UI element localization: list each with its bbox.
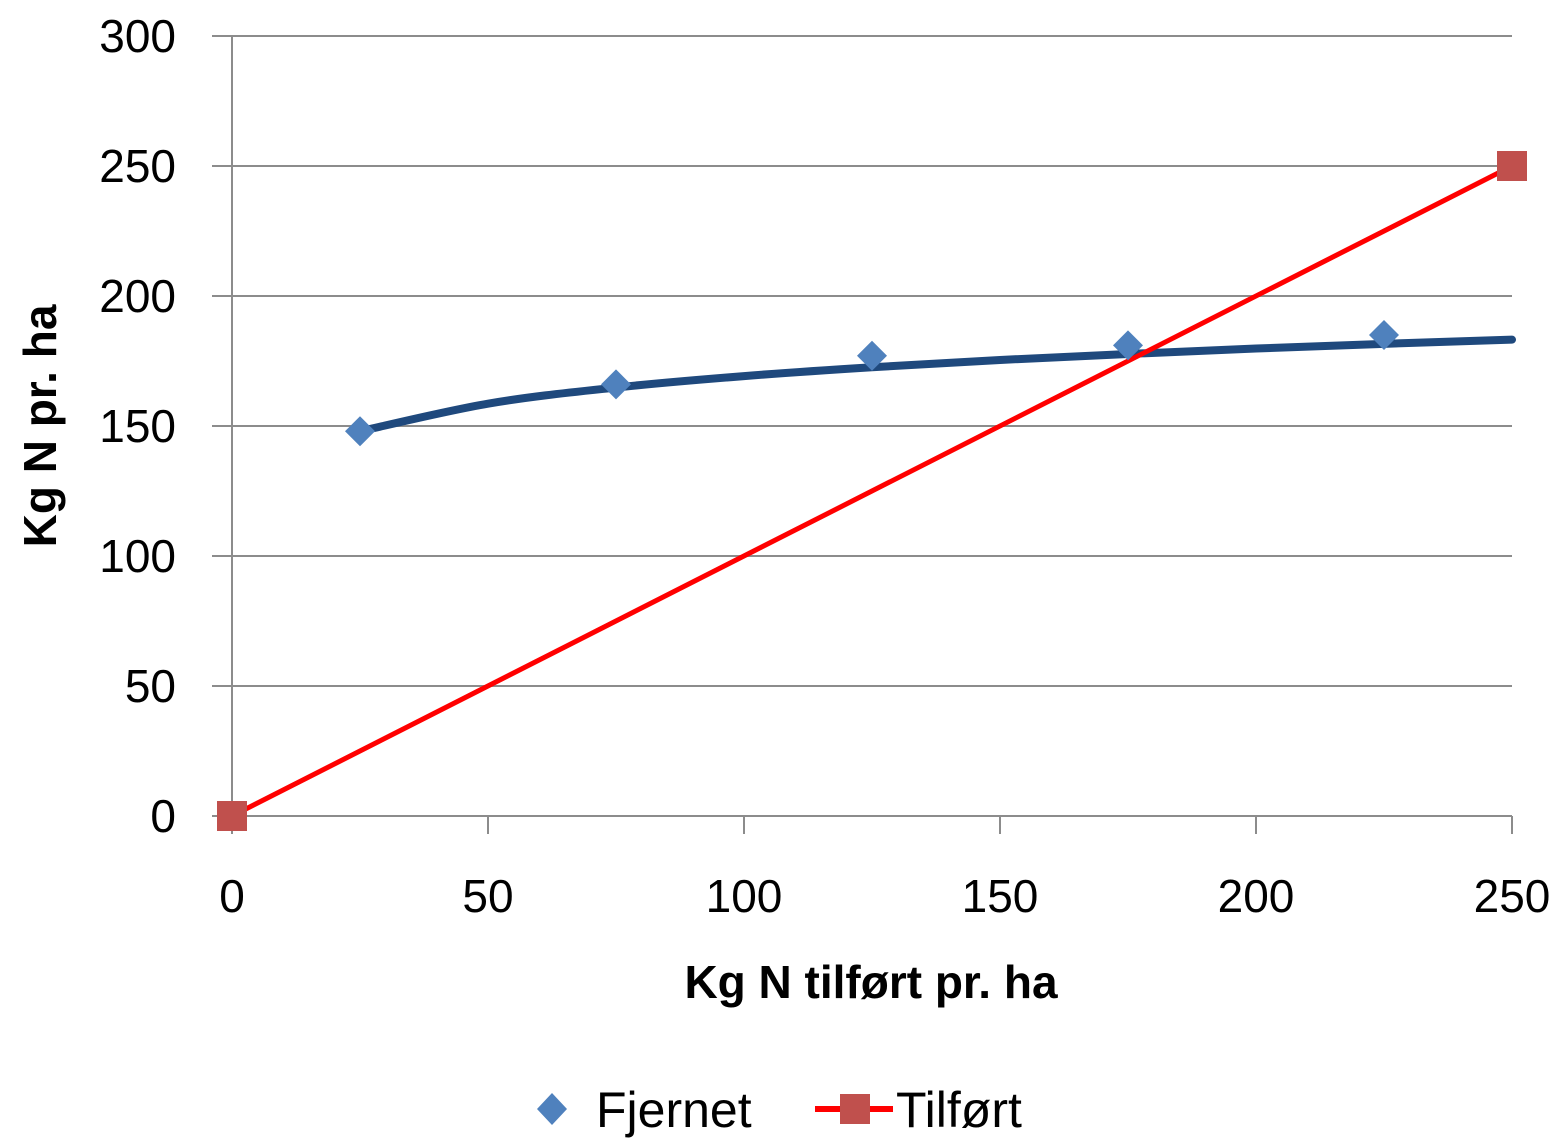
y-tick-label-5: 250 bbox=[99, 140, 176, 192]
legend-label-tilfort: Tilført bbox=[896, 1082, 1022, 1138]
fjernet-point-2 bbox=[857, 340, 887, 371]
fjernet-point-3 bbox=[1113, 330, 1143, 361]
fjernet-trendline bbox=[356, 335, 1516, 436]
tilfort-line bbox=[230, 163, 1514, 819]
legend-label-fjernet: Fjernet bbox=[596, 1082, 752, 1138]
grid-layer bbox=[212, 35, 1512, 687]
x-axis-title: Kg N tilført pr. ha bbox=[684, 956, 1058, 1008]
fjernet-point-0 bbox=[345, 416, 375, 447]
y-axis-title: Kg N pr. ha bbox=[14, 304, 66, 547]
y-tick-label-2: 100 bbox=[99, 530, 176, 582]
y-tick-label-3: 150 bbox=[99, 400, 176, 452]
y-tick-label-6: 300 bbox=[99, 10, 176, 62]
legend-marker-tilfort-icon bbox=[840, 1094, 870, 1124]
y-tick-label-1: 50 bbox=[125, 660, 176, 712]
x-tick-label-1: 50 bbox=[462, 870, 513, 922]
label-layer: 0 50 100 150 200 250 0 50 100 150 200 250 300 bbox=[99, 10, 1550, 922]
y-tick-label-4: 200 bbox=[99, 270, 176, 322]
x-tick-label-2: 100 bbox=[706, 870, 783, 922]
y-tick-label-0: 0 bbox=[150, 790, 176, 842]
x-tick-label-5: 250 bbox=[1474, 870, 1551, 922]
axis-layer bbox=[212, 36, 1513, 834]
tilfort-point-1 bbox=[1497, 151, 1527, 181]
series-layer bbox=[217, 151, 1527, 831]
tilfort-point-0 bbox=[217, 801, 247, 831]
x-tick-label-0: 0 bbox=[219, 870, 245, 922]
fjernet-point-4 bbox=[1369, 320, 1399, 350]
x-tick-label-4: 200 bbox=[1218, 870, 1295, 922]
legend-marker-fjernet-icon bbox=[537, 1093, 567, 1125]
x-tick-label-3: 150 bbox=[962, 870, 1039, 922]
fjernet-point-1 bbox=[601, 369, 631, 400]
legend: Fjernet Tilført bbox=[537, 1082, 1022, 1138]
